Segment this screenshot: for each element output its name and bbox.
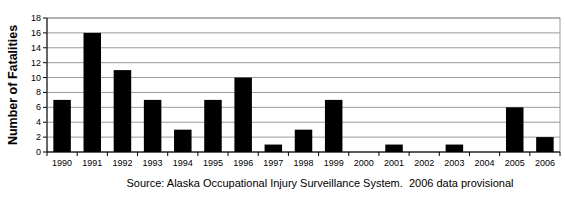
y-tick-label: 2	[36, 132, 41, 142]
bar	[446, 145, 464, 152]
chart-container: 0 2 4 6 8 10 12 14 16 18 1990 1991 1992 1993 1994 1995 1…	[0, 0, 565, 200]
y-axis	[47, 18, 48, 152]
x-tick-label: 2005	[505, 158, 525, 168]
y-tick-label: 6	[36, 102, 41, 112]
y-tick	[43, 62, 47, 63]
bar	[265, 145, 283, 152]
bar	[385, 145, 403, 152]
grid-line	[47, 32, 560, 33]
x-tick	[318, 152, 319, 156]
x-tick-label: 2003	[444, 158, 464, 168]
x-axis	[47, 152, 560, 153]
y-tick	[43, 122, 47, 123]
x-tick	[469, 152, 470, 156]
x-tick	[409, 152, 410, 156]
y-tick	[43, 92, 47, 93]
x-tick-label: 1999	[324, 158, 344, 168]
x-tick	[439, 152, 440, 156]
x-tick-label: 1993	[143, 158, 163, 168]
x-tick-label: 2000	[354, 158, 374, 168]
x-tick-label: 2006	[535, 158, 555, 168]
y-tick-label: 18	[31, 13, 41, 23]
y-tick-label: 8	[36, 87, 41, 97]
y-tick-label: 4	[36, 117, 41, 127]
bar	[114, 70, 132, 152]
x-tick	[499, 152, 500, 156]
bar	[295, 130, 313, 152]
bar	[84, 33, 102, 152]
y-tick	[43, 32, 47, 33]
y-tick-label: 12	[31, 58, 41, 68]
bar	[204, 100, 222, 152]
y-tick	[43, 18, 47, 19]
x-tick	[348, 152, 349, 156]
grid-line	[47, 47, 560, 48]
x-tick	[197, 152, 198, 156]
bar	[536, 137, 554, 152]
x-tick-label: 1992	[112, 158, 132, 168]
bars	[53, 33, 553, 152]
x-tick	[47, 152, 48, 156]
x-tick-label: 1998	[293, 158, 313, 168]
x-tick-label: 2001	[384, 158, 404, 168]
y-tick-label: 14	[31, 43, 41, 53]
bar	[234, 78, 252, 152]
bar	[325, 100, 343, 152]
x-tick-label: 1995	[203, 158, 223, 168]
bar	[144, 100, 162, 152]
x-tick-label: 1997	[263, 158, 283, 168]
x-tick	[378, 152, 379, 156]
chart-svg: 0 2 4 6 8 10 12 14 16 18 1990 1991 1992 1993 1994 1995 1…	[0, 0, 565, 200]
x-tick	[560, 152, 561, 156]
grid-line	[47, 152, 560, 153]
grid	[47, 18, 560, 152]
x-tick-label: 2002	[414, 158, 434, 168]
y-tick	[43, 152, 47, 153]
source-note: Source: Alaska Occupational Injury Surve…	[126, 177, 513, 189]
x-tick	[137, 152, 138, 156]
y-tick-label: 16	[31, 28, 41, 38]
x-tick	[288, 152, 289, 156]
bar	[174, 130, 192, 152]
plot-frame	[47, 18, 560, 152]
x-tick	[258, 152, 259, 156]
y-tick-label: 0	[36, 147, 41, 157]
y-tick	[43, 107, 47, 108]
x-tick	[107, 152, 108, 156]
x-tick	[77, 152, 78, 156]
x-tick-label: 1994	[173, 158, 193, 168]
y-tick	[43, 47, 47, 48]
y-axis-label: Number of Fatalities	[6, 25, 20, 145]
x-tick-label: 1990	[52, 158, 72, 168]
grid-line	[47, 62, 560, 63]
x-tick	[167, 152, 168, 156]
y-tick	[43, 137, 47, 138]
x-tick-label: 2004	[475, 158, 495, 168]
bar	[53, 100, 71, 152]
x-tick	[529, 152, 530, 156]
x-tick	[228, 152, 229, 156]
y-tick-label: 10	[31, 73, 41, 83]
y-tick	[43, 77, 47, 78]
x-tick-label: 1991	[82, 158, 102, 168]
bar	[506, 107, 524, 152]
x-tick-label: 1996	[233, 158, 253, 168]
